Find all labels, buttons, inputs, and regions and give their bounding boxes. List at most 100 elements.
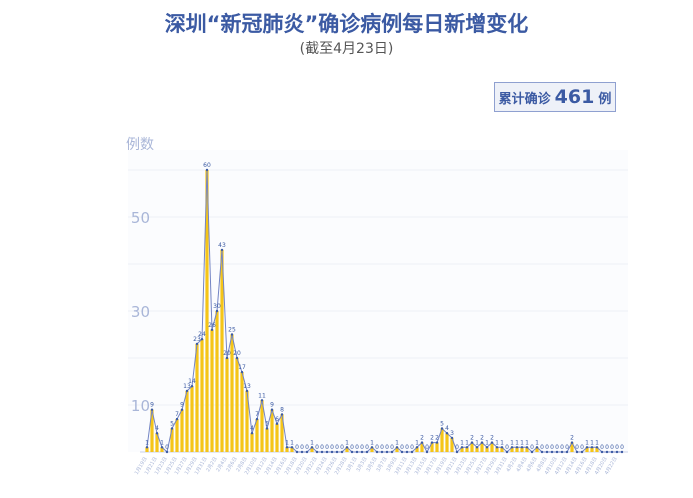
- data-label: 26: [208, 322, 216, 329]
- data-point: [155, 432, 159, 435]
- data-point: [470, 441, 474, 444]
- bar: [145, 447, 149, 452]
- bar: [170, 428, 174, 452]
- bar: [210, 329, 214, 452]
- data-label: 0: [315, 444, 319, 451]
- bar: [255, 419, 259, 452]
- data-point: [290, 446, 294, 449]
- data-label: 0: [615, 444, 619, 451]
- data-point: [320, 450, 324, 454]
- bar: [515, 447, 519, 452]
- data-point: [480, 441, 484, 444]
- data-label: 5: [170, 421, 174, 428]
- data-label: 13: [183, 383, 191, 390]
- data-point: [475, 446, 479, 449]
- data-point: [235, 356, 239, 360]
- data-label: 0: [360, 444, 364, 451]
- data-point: [455, 450, 459, 454]
- bar: [220, 249, 224, 452]
- data-label: 0: [580, 444, 584, 451]
- data-point: [230, 333, 234, 336]
- data-point: [150, 408, 154, 411]
- bar: [510, 447, 514, 452]
- data-label: 1: [520, 439, 524, 446]
- data-point: [370, 446, 374, 449]
- y-tick-label: 50: [131, 209, 150, 227]
- bar: [420, 442, 424, 452]
- data-point: [520, 446, 524, 449]
- data-point: [310, 446, 314, 449]
- data-label: 0: [325, 444, 329, 451]
- data-point: [575, 450, 579, 454]
- bar: [225, 358, 229, 452]
- data-point: [330, 450, 334, 454]
- data-point: [400, 450, 404, 454]
- data-label: 0: [320, 444, 324, 451]
- data-label: 20: [233, 350, 241, 357]
- data-label: 60: [203, 162, 211, 169]
- data-label: 14: [188, 378, 196, 385]
- data-label: 2: [470, 435, 474, 442]
- y-tick-label: 10: [131, 397, 150, 415]
- data-label: 23: [193, 336, 201, 343]
- bar: [230, 334, 234, 452]
- bar: [435, 442, 439, 452]
- data-label: 0: [550, 444, 554, 451]
- data-point: [420, 441, 424, 444]
- data-point: [610, 450, 614, 454]
- data-point: [560, 450, 564, 454]
- bar: [205, 170, 209, 452]
- data-point: [395, 446, 399, 449]
- data-label: 0: [600, 444, 604, 451]
- data-label: 3: [450, 430, 454, 437]
- data-point: [215, 309, 219, 313]
- data-label: 0: [335, 444, 339, 451]
- data-label: 1: [290, 439, 294, 446]
- data-label: 17: [238, 364, 246, 371]
- bar: [470, 442, 474, 452]
- bar: [430, 442, 434, 452]
- bar: [415, 447, 419, 452]
- data-point: [260, 399, 264, 402]
- data-point: [165, 450, 169, 454]
- data-label: 9: [270, 402, 274, 409]
- data-label: 30: [213, 303, 221, 310]
- data-point: [415, 446, 419, 449]
- bar: [370, 447, 374, 452]
- bar: [525, 447, 529, 452]
- bar: [235, 358, 239, 452]
- data-label: 0: [545, 444, 549, 451]
- data-label: 0: [355, 444, 359, 451]
- data-label: 0: [365, 444, 369, 451]
- data-label: 0: [385, 444, 389, 451]
- data-point: [580, 450, 584, 454]
- chart-subtitle: (截至4月23日): [299, 41, 394, 57]
- bar: [590, 447, 594, 452]
- data-label: 0: [425, 444, 429, 451]
- data-label: 0: [555, 444, 559, 451]
- data-point: [440, 427, 444, 430]
- data-label: 0: [505, 444, 509, 451]
- data-point: [355, 450, 359, 454]
- bar: [310, 447, 314, 452]
- bar: [175, 419, 179, 452]
- bar: [240, 372, 244, 452]
- data-point: [540, 450, 544, 454]
- data-point: [460, 446, 464, 449]
- data-label: 1: [535, 439, 539, 446]
- bar: [440, 428, 444, 452]
- data-label: 0: [410, 444, 414, 451]
- data-point: [175, 417, 179, 421]
- bar: [150, 409, 154, 452]
- data-point: [245, 389, 249, 393]
- data-point: [525, 446, 529, 449]
- data-point: [550, 450, 554, 454]
- data-label: 11: [258, 392, 266, 399]
- data-point: [510, 446, 514, 449]
- data-point: [285, 446, 289, 449]
- data-point: [365, 450, 369, 454]
- data-point: [565, 450, 569, 454]
- bar: [270, 409, 274, 452]
- bar: [195, 343, 199, 452]
- data-label: 25: [228, 327, 236, 334]
